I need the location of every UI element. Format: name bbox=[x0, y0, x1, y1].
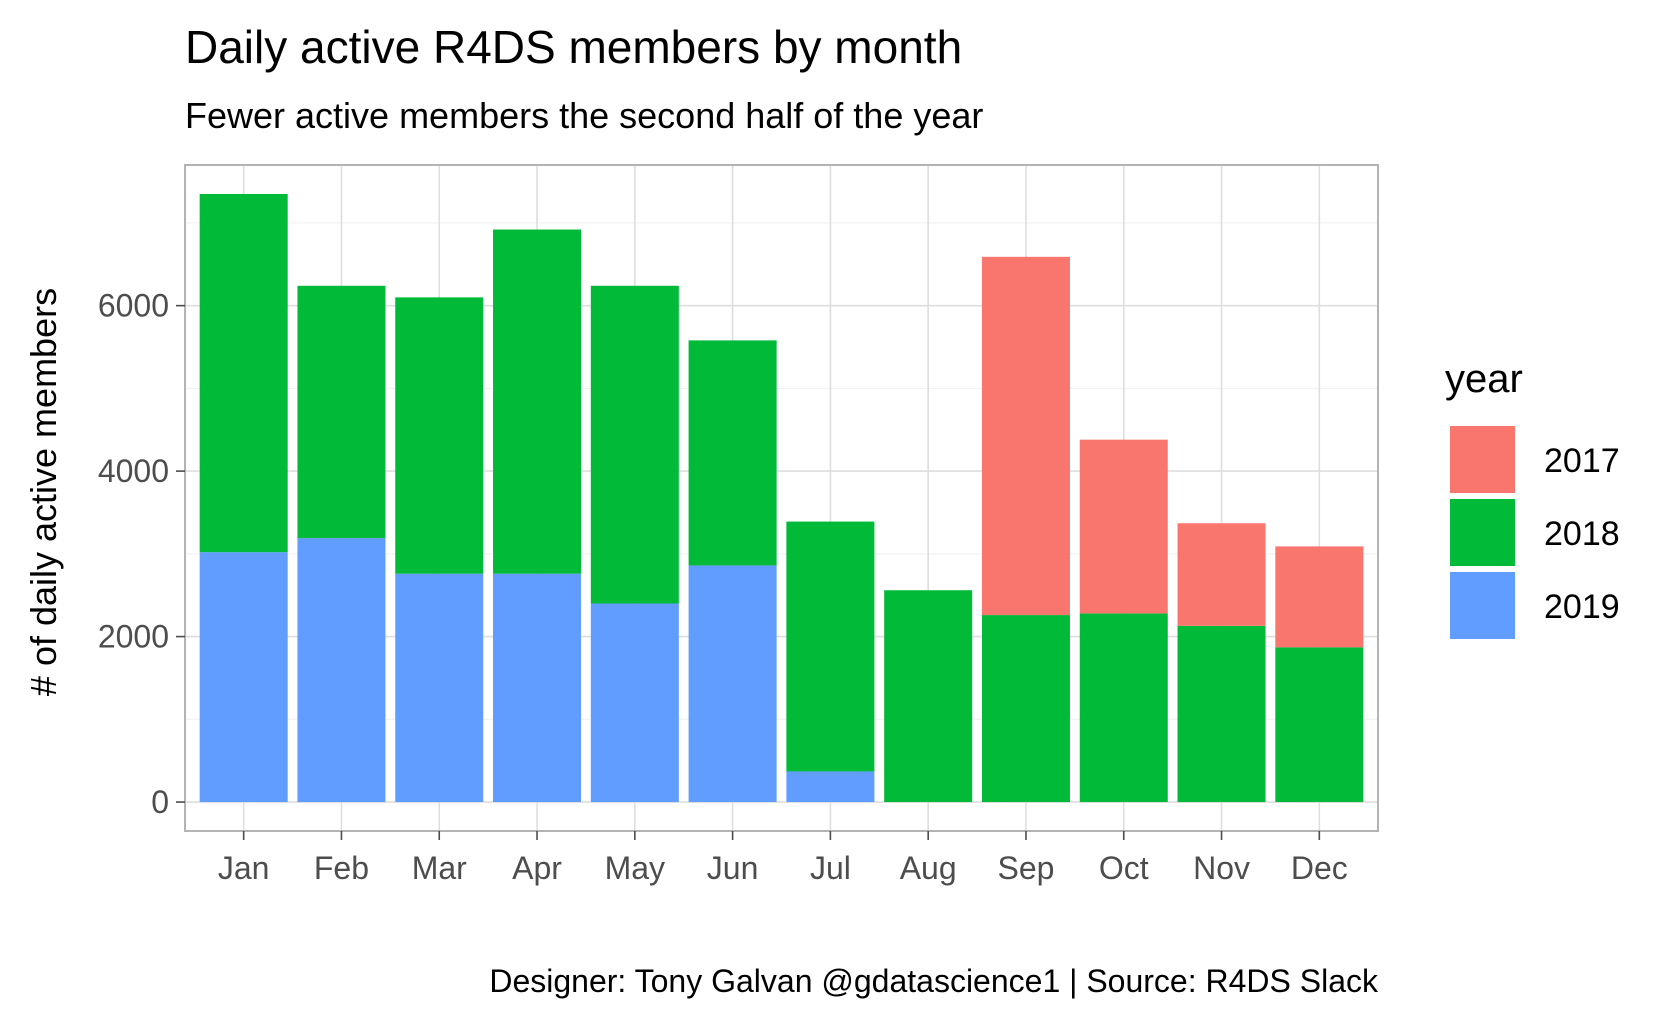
x-tick-label-feb: Feb bbox=[314, 850, 369, 886]
bar-sep-2018 bbox=[981, 615, 1070, 803]
bar-jul-2018 bbox=[786, 521, 875, 772]
legend-label-2019: 2019 bbox=[1544, 588, 1620, 626]
y-tick-label: 6000 bbox=[98, 288, 169, 324]
bar-nov-2018 bbox=[1177, 625, 1266, 803]
x-tick-label-mar: Mar bbox=[412, 850, 467, 886]
legend-key-2019 bbox=[1450, 572, 1515, 639]
bar-dec-2017 bbox=[1275, 546, 1364, 648]
bar-mar-2018 bbox=[395, 297, 484, 574]
y-tick-label: 2000 bbox=[98, 619, 169, 655]
bar-may-2018 bbox=[590, 285, 679, 604]
bar-may-2019 bbox=[590, 603, 679, 803]
x-tick-label-jul: Jul bbox=[810, 850, 851, 886]
x-tick-label-nov: Nov bbox=[1193, 850, 1250, 886]
y-axis-title: # of daily active members bbox=[23, 288, 64, 696]
chart-subtitle: Fewer active members the second half of … bbox=[185, 95, 983, 136]
bar-jun-2019 bbox=[688, 565, 777, 803]
bar-jun-2018 bbox=[688, 340, 777, 566]
bar-nov-2017 bbox=[1177, 523, 1266, 626]
bar-feb-2018 bbox=[297, 285, 386, 539]
bar-feb-2019 bbox=[297, 538, 386, 803]
y-tick-label: 4000 bbox=[98, 453, 169, 489]
bar-sep-2017 bbox=[981, 256, 1070, 616]
legend: year 2017 2018 2019 bbox=[1445, 357, 1620, 639]
bar-jan-2018 bbox=[199, 193, 288, 553]
x-tick-label-jun: Jun bbox=[707, 850, 759, 886]
bar-aug-2018 bbox=[884, 590, 973, 803]
x-axis: Jan Feb Mar Apr May Jun Jul Aug Sep Oct Nov Dec bbox=[218, 831, 1348, 886]
chart-caption: Designer: Tony Galvan @gdatascience1 | S… bbox=[489, 963, 1379, 999]
y-tick-label: 0 bbox=[151, 784, 169, 820]
legend-key-2017 bbox=[1450, 426, 1515, 493]
bar-jul-2019 bbox=[786, 771, 875, 803]
bar-mar-2019 bbox=[395, 573, 484, 803]
x-tick-label-may: May bbox=[605, 850, 665, 886]
bar-oct-2017 bbox=[1079, 439, 1168, 614]
bar-oct-2018 bbox=[1079, 613, 1168, 803]
x-tick-label-oct: Oct bbox=[1099, 850, 1149, 886]
x-tick-label-jan: Jan bbox=[218, 850, 270, 886]
bar-apr-2018 bbox=[493, 229, 582, 574]
x-tick-label-aug: Aug bbox=[900, 850, 957, 886]
bar-jan-2019 bbox=[199, 552, 288, 803]
bar-dec-2018 bbox=[1275, 647, 1364, 803]
x-tick-label-dec: Dec bbox=[1291, 850, 1348, 886]
x-tick-label-apr: Apr bbox=[512, 850, 562, 886]
bar-apr-2019 bbox=[493, 573, 582, 803]
legend-title: year bbox=[1445, 357, 1523, 401]
chart-title: Daily active R4DS members by month bbox=[185, 21, 962, 73]
legend-label-2017: 2017 bbox=[1544, 442, 1620, 480]
x-tick-label-sep: Sep bbox=[997, 850, 1054, 886]
bars bbox=[199, 193, 1364, 803]
y-axis: 0 2000 4000 6000 bbox=[98, 288, 185, 820]
legend-key-2018 bbox=[1450, 499, 1515, 566]
legend-label-2018: 2018 bbox=[1544, 515, 1620, 553]
panel-border bbox=[184, 164, 1379, 832]
